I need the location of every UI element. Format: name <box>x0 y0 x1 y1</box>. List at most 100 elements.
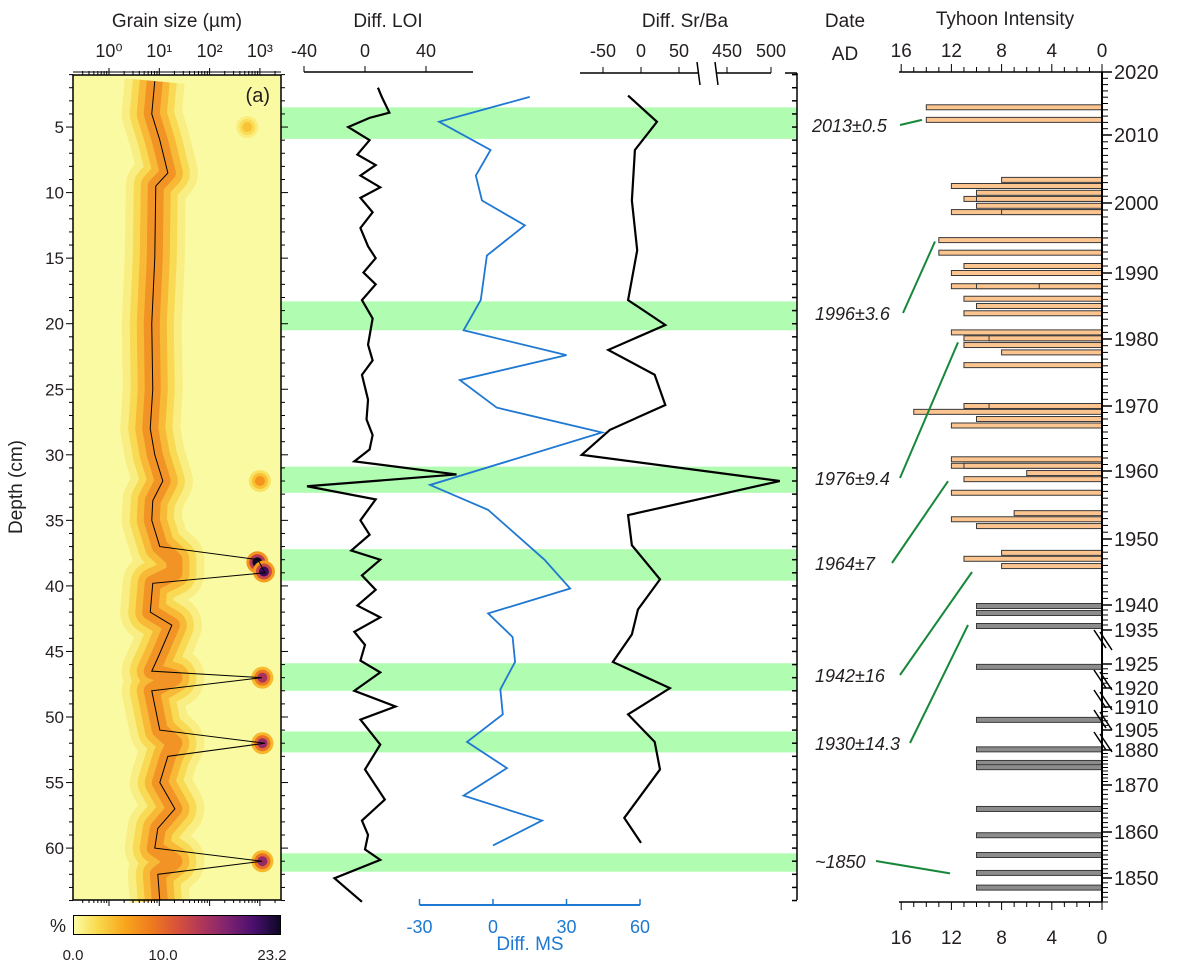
intensity-tick-label: 0 <box>1097 41 1108 62</box>
typhoon-bar <box>938 249 1103 256</box>
loi-tick-label: 40 <box>416 41 436 61</box>
panel-label: (a) <box>246 85 270 107</box>
typhoon-bar <box>976 663 1103 670</box>
heat-hotspot <box>257 672 268 683</box>
ms-tick-label: 60 <box>630 917 650 937</box>
typhoon-bar <box>976 832 1103 839</box>
heat-hotspot <box>242 122 253 133</box>
intensity-tick-label: 12 <box>941 928 962 949</box>
typhoon-bar <box>963 342 1103 349</box>
highlight-bands <box>281 107 797 872</box>
typhoon-bar <box>976 623 1103 629</box>
intensity-tick-label: 4 <box>1047 928 1058 949</box>
ms-tick-label: 30 <box>556 917 576 937</box>
typhoon-bar <box>950 183 1103 189</box>
heat-hotspot <box>254 476 265 487</box>
typhoon-bar <box>976 884 1103 891</box>
intensity-tick-label: 12 <box>941 41 962 62</box>
typhoon-bar <box>950 456 1103 463</box>
typhoon-bar <box>988 335 1103 342</box>
typhoon-bar <box>963 555 1103 562</box>
typhoon-bar <box>1001 209 1103 216</box>
date-annotation: 1964±7 <box>815 554 876 574</box>
typhoon-bar <box>950 516 1103 523</box>
date-annotation: 1930±14.3 <box>815 734 900 754</box>
axis-break-mark <box>1093 669 1107 689</box>
typhoon-bar <box>976 303 1103 309</box>
year-tick-label: 1935 <box>1114 620 1159 642</box>
year-tick-label: 1980 <box>1114 329 1159 351</box>
typhoon-bar <box>976 195 1103 202</box>
typhoon-bar <box>976 716 1103 723</box>
year-tick-label: 1910 <box>1114 697 1159 719</box>
grain-size-title: Grain size (µm) <box>112 11 242 32</box>
date-annotation: 1942±16 <box>815 666 886 686</box>
typhoon-title: Tyhoon Intensity <box>936 9 1075 30</box>
grain-size-panel <box>72 74 282 905</box>
year-tick-label: 1970 <box>1114 396 1159 418</box>
grain-panel-frame <box>72 74 282 901</box>
depth-tick-label: 30 <box>45 446 64 465</box>
depth-tick-label: 40 <box>45 577 64 596</box>
typhoon-bar <box>1038 283 1103 290</box>
depth-tick-label: 5 <box>55 118 64 137</box>
axis-break-mark <box>1099 733 1113 753</box>
intensity-tick-label: 16 <box>891 928 912 949</box>
srba-tick-label: 0 <box>636 41 646 61</box>
typhoon-bar <box>963 362 1103 369</box>
highlight-band <box>281 853 797 872</box>
typhoon-bar <box>950 329 1103 336</box>
annotation-leader-line <box>899 571 973 676</box>
year-tick-label: 1940 <box>1114 595 1159 617</box>
annotation-leader-line <box>902 241 936 314</box>
year-tick-label: 1850 <box>1114 868 1159 890</box>
depth-tick-label: 55 <box>45 774 64 793</box>
depth-tick-label: 10 <box>45 184 64 203</box>
typhoon-bar <box>925 116 1103 123</box>
colorbar-tick-label: 0.0 <box>63 947 84 964</box>
year-tick-label: 1920 <box>1114 678 1159 700</box>
typhoon-bar <box>1001 549 1103 556</box>
depth-tick-label: 35 <box>45 511 64 530</box>
ms-tick-label: -30 <box>406 917 432 937</box>
grain-x-tick-label: 10² <box>197 41 223 61</box>
typhoon-bar <box>963 462 1103 469</box>
typhoon-bar <box>950 422 1103 429</box>
typhoon-bar <box>938 237 1103 244</box>
date-annotation: 1976±9.4 <box>815 469 890 489</box>
date-annotation: ~1850 <box>815 852 866 872</box>
depth-tick-label: 50 <box>45 708 64 727</box>
typhoon-bar <box>988 403 1103 409</box>
typhoon-bar <box>1026 470 1103 477</box>
intensity-tick-label: 8 <box>996 41 1007 62</box>
typhoon-bar <box>976 764 1103 771</box>
labels: Grain size (µm) (a) Diff. LOI Diff. MS D… <box>6 9 1075 964</box>
axis-break-mark <box>1099 711 1113 731</box>
srba-tick-label: -50 <box>590 41 616 61</box>
year-tick-label: 1960 <box>1114 461 1159 483</box>
typhoon-bar <box>963 295 1103 302</box>
annotation-leader-line <box>899 341 959 479</box>
year-tick-label: 2020 <box>1114 62 1159 84</box>
typhoon-bar <box>976 189 1103 196</box>
depth-axis-label: Depth (cm) <box>6 440 27 534</box>
axis-break-mark <box>1099 691 1113 711</box>
typhoon-bar <box>963 263 1103 269</box>
typhoon-bar <box>950 270 1103 276</box>
year-tick-label: 2010 <box>1114 125 1159 147</box>
typhoon-bar <box>913 408 1103 415</box>
highlight-band <box>281 663 797 691</box>
axis-break-mark <box>696 61 701 86</box>
ms-line <box>427 96 606 847</box>
depth-tick-label: 60 <box>45 839 64 858</box>
year-tick-label: 1950 <box>1114 529 1159 551</box>
annotation-leader-line <box>875 860 951 875</box>
year-tick-label: 1990 <box>1114 263 1159 285</box>
depth-tick-label: 25 <box>45 380 64 399</box>
axis-break-mark <box>1093 689 1107 709</box>
typhoon-bar <box>976 603 1103 609</box>
loi-tick-label: -40 <box>291 41 317 61</box>
highlight-band <box>281 301 797 331</box>
ms-tick-label: 0 <box>488 917 498 937</box>
